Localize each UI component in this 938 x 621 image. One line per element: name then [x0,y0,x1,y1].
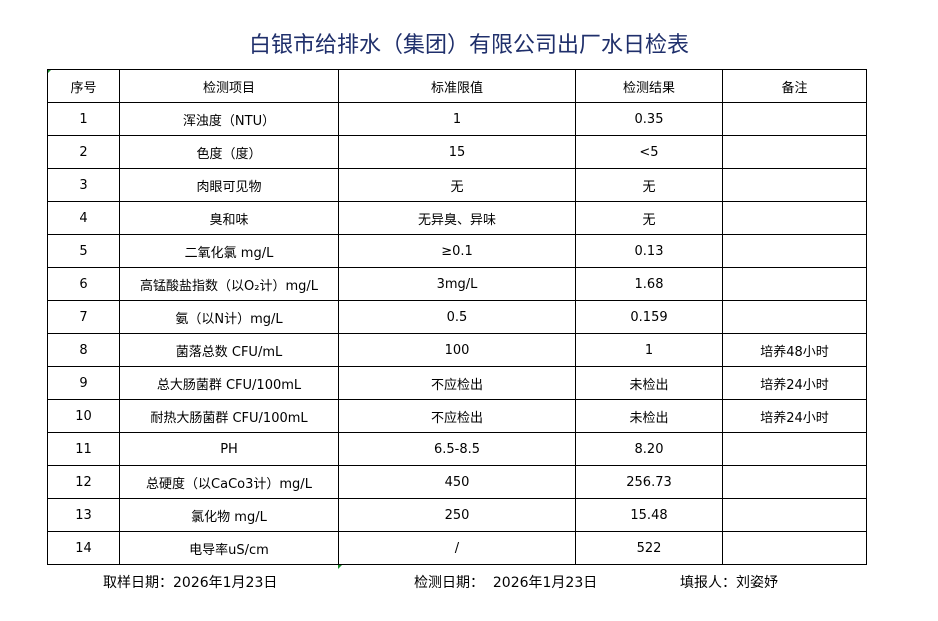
table-cell [722,102,867,136]
table-cell: 12 [47,465,120,499]
table-cell: 256.73 [575,465,723,499]
table-cell: 0.5 [338,300,576,334]
table-cell: 250 [338,498,576,532]
table-cell: 氨（以N计）mg/L [119,300,339,334]
table-cell: 色度（度） [119,135,339,169]
table-cell: 培养24小时 [722,366,867,400]
table-cell: 总硬度（以CaCo3计）mg/L [119,465,339,499]
column-header: 备注 [722,69,867,103]
table-cell: 未检出 [575,366,723,400]
table-cell: 0.35 [575,102,723,136]
table-cell: 0.159 [575,300,723,334]
table-cell: 4 [47,201,120,235]
table-cell: 450 [338,465,576,499]
table-cell [722,168,867,202]
table-cell: ≥0.1 [338,234,576,268]
table-cell: 臭和味 [119,201,339,235]
table-cell: 培养24小时 [722,399,867,433]
table-cell: 522 [575,531,723,565]
table-cell: 1 [575,333,723,367]
table-cell: 15 [338,135,576,169]
table-cell: 2 [47,135,120,169]
page-title: 白银市给排水（集团）有限公司出厂水日检表 [248,33,689,58]
table-cell: 6 [47,267,120,301]
table-cell: 3 [47,168,120,202]
inspection-table: 序号 检测项目 标准限值 检测结果 备注 1 浑浊度（NTU） 1 0.35 2 色度（度） 15 <… [47,69,867,565]
table-row: 6 高锰酸盐指数（以O₂计）mg/L 3mg/L 1.68 [47,267,867,301]
table-cell [722,201,867,235]
table-cell: 高锰酸盐指数（以O₂计）mg/L [119,267,339,301]
table-cell: 11 [47,432,120,466]
table-cell: 5 [47,234,120,268]
table-cell: 菌落总数 CFU/mL [119,333,339,367]
table-cell: 耐热大肠菌群 CFU/100mL [119,399,339,433]
table-cell: 100 [338,333,576,367]
table-cell: 无异臭、异味 [338,201,576,235]
table-row: 3 肉眼可见物无无 [47,168,867,202]
table-row: 8 菌落总数 CFU/mL 100 1 培养48小时 [47,333,867,367]
table-cell [722,267,867,301]
table-cell: 培养48小时 [722,333,867,367]
table-cell: 13 [47,498,120,532]
table-cell: 1 [47,102,120,136]
table-cell: 氯化物 mg/L [119,498,339,532]
cell-marker-icon [338,564,343,569]
table-row: 12 总硬度（以CaCo3计）mg/L 450 256.73 [47,465,867,499]
table-cell: 6.5-8.5 [338,432,576,466]
table-cell: 14 [47,531,120,565]
table-cell: 0.13 [575,234,723,268]
column-header: 序号 [47,69,120,103]
table-cell: PH [119,432,339,466]
table-row: 2 色度（度） 15 <5 [47,135,867,169]
table-cell [722,531,867,565]
table-cell: 7 [47,300,120,334]
table-cell: / [338,531,576,565]
table-cell: 电导率uS/cm [119,531,339,565]
table-cell: 浑浊度（NTU） [119,102,339,136]
table-header-row: 序号 检测项目 标准限值 检测结果 备注 [47,69,867,103]
table-cell: 不应检出 [338,399,576,433]
table-row: 4 臭和味 无异臭、异味无 [47,201,867,235]
table-cell: 1 [338,102,576,136]
table-row: 7 氨（以N计）mg/L 0.5 0.159 [47,300,867,334]
table-cell: 9 [47,366,120,400]
table-cell: <5 [575,135,723,169]
reporter: 填报人：刘姿妤 [680,575,778,591]
table-cell: 无 [338,168,576,202]
table-cell [722,465,867,499]
table-row: 11 PH 6.5-8.5 8.20 [47,432,867,466]
table-cell: 肉眼可见物 [119,168,339,202]
table-cell: 未检出 [575,399,723,433]
table-row: 1 浑浊度（NTU） 1 0.35 [47,102,867,136]
table-cell [722,135,867,169]
table-cell: 3mg/L [338,267,576,301]
sample-date: 取样日期：2026年1月23日 [103,575,278,591]
table-cell [722,234,867,268]
table-cell: 无 [575,168,723,202]
table-row: 5 二氧化氯 mg/L ≥0.1 0.13 [47,234,867,268]
column-header: 检测项目 [119,69,339,103]
table-row: 14 电导率uS/cm/522 [47,531,867,565]
column-header: 检测结果 [575,69,723,103]
test-date: 检测日期： 2026年1月23日 [414,575,598,591]
table-cell: 1.68 [575,267,723,301]
table-cell: 8.20 [575,432,723,466]
table-cell [722,498,867,532]
table-cell [722,300,867,334]
table-row: 10 耐热大肠菌群 CFU/100mL 不应检出 未检出 培养24小时 [47,399,867,433]
table-cell: 15.48 [575,498,723,532]
table-cell: 8 [47,333,120,367]
table-cell: 10 [47,399,120,433]
table-cell: 无 [575,201,723,235]
table-cell [722,432,867,466]
table-row: 13 氯化物 mg/L 250 15.48 [47,498,867,532]
table-cell: 不应检出 [338,366,576,400]
table-row: 9 总大肠菌群 CFU/100mL 不应检出 未检出 培养24小时 [47,366,867,400]
column-header: 标准限值 [338,69,576,103]
table-cell: 总大肠菌群 CFU/100mL [119,366,339,400]
table-cell: 二氧化氯 mg/L [119,234,339,268]
